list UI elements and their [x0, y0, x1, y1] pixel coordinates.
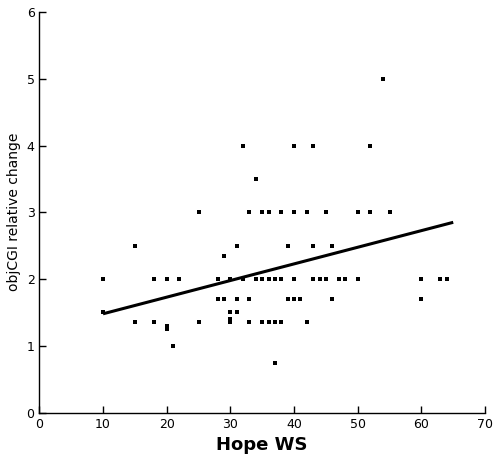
Point [309, 275, 317, 283]
Point [271, 359, 279, 366]
Point [258, 275, 266, 283]
Point [169, 342, 177, 349]
X-axis label: Hope WS: Hope WS [216, 436, 308, 454]
Point [341, 275, 349, 283]
Point [379, 75, 387, 83]
Point [316, 275, 324, 283]
Point [214, 275, 222, 283]
Point [131, 319, 139, 326]
Point [443, 275, 451, 283]
Point [246, 296, 254, 303]
Point [226, 275, 234, 283]
Point [252, 175, 260, 183]
Point [194, 209, 202, 216]
Point [226, 315, 234, 323]
Point [278, 209, 285, 216]
Point [264, 319, 272, 326]
Point [264, 209, 272, 216]
Point [131, 242, 139, 249]
Point [226, 319, 234, 326]
Point [334, 275, 342, 283]
Point [162, 322, 170, 330]
Point [150, 275, 158, 283]
Point [258, 209, 266, 216]
Point [354, 275, 362, 283]
Point [418, 296, 426, 303]
Point [328, 242, 336, 249]
Point [278, 275, 285, 283]
Point [258, 319, 266, 326]
Point [328, 296, 336, 303]
Point [418, 275, 426, 283]
Point [366, 142, 374, 149]
Point [99, 309, 107, 316]
Point [278, 319, 285, 326]
Y-axis label: objCGI relative change: objCGI relative change [7, 133, 21, 291]
Point [176, 275, 184, 283]
Point [246, 209, 254, 216]
Point [246, 319, 254, 326]
Point [194, 319, 202, 326]
Point [290, 142, 298, 149]
Point [303, 209, 311, 216]
Point [290, 209, 298, 216]
Point [296, 296, 304, 303]
Point [214, 296, 222, 303]
Point [220, 296, 228, 303]
Point [290, 296, 298, 303]
Point [303, 319, 311, 326]
Point [309, 242, 317, 249]
Point [150, 319, 158, 326]
Point [162, 275, 170, 283]
Point [290, 275, 298, 283]
Point [232, 296, 240, 303]
Point [239, 142, 247, 149]
Point [290, 275, 298, 283]
Point [322, 209, 330, 216]
Point [436, 275, 444, 283]
Point [322, 275, 330, 283]
Point [309, 142, 317, 149]
Point [226, 309, 234, 316]
Point [220, 252, 228, 260]
Point [366, 209, 374, 216]
Point [271, 275, 279, 283]
Point [232, 309, 240, 316]
Point [284, 296, 292, 303]
Point [386, 209, 394, 216]
Point [99, 275, 107, 283]
Point [239, 275, 247, 283]
Point [226, 315, 234, 323]
Point [239, 275, 247, 283]
Point [284, 242, 292, 249]
Point [322, 275, 330, 283]
Point [252, 275, 260, 283]
Point [341, 275, 349, 283]
Point [354, 209, 362, 216]
Point [264, 275, 272, 283]
Point [162, 325, 170, 333]
Point [271, 319, 279, 326]
Point [232, 242, 240, 249]
